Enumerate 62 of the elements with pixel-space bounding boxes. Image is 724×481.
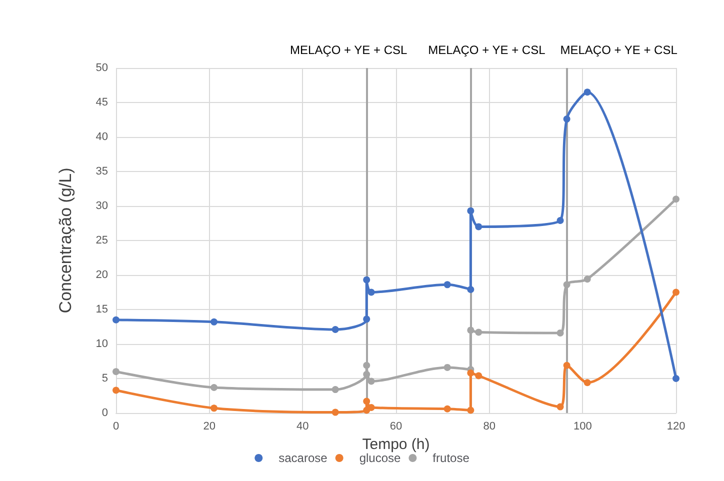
y-tick-label: 0 <box>102 407 108 419</box>
ref-line-label: MELAÇO + YE + CSL <box>290 43 408 57</box>
point <box>475 372 482 380</box>
point <box>672 288 680 296</box>
point <box>556 403 564 410</box>
y-axis-title: Concentração (g/L) <box>56 168 75 314</box>
point <box>363 398 370 405</box>
y-tick-label: 5 <box>102 372 108 384</box>
x-tick-label: 0 <box>112 420 120 432</box>
point <box>444 281 451 288</box>
point <box>563 362 570 369</box>
point <box>556 216 564 224</box>
point <box>368 404 375 411</box>
y-tick-label: 25 <box>96 234 108 246</box>
y-tick-label: 40 <box>96 131 108 143</box>
point <box>444 405 451 412</box>
x-tick-label: 80 <box>483 420 496 432</box>
point <box>112 316 120 324</box>
point <box>475 328 482 336</box>
point <box>672 196 680 203</box>
point <box>444 364 451 371</box>
y-tick-label: 15 <box>96 304 108 316</box>
point <box>363 316 370 323</box>
x-tick-label: 120 <box>666 420 686 432</box>
point <box>210 318 218 326</box>
point <box>112 368 120 376</box>
point <box>563 116 570 123</box>
legend-label: glucose <box>359 451 402 465</box>
point <box>112 386 120 394</box>
point <box>467 369 474 376</box>
point <box>584 379 591 386</box>
point <box>332 386 339 394</box>
y-tick-label: 50 <box>96 62 108 74</box>
ref-line-label: MELAÇO + YE + CSL <box>560 43 678 57</box>
point <box>467 406 474 414</box>
point <box>467 207 474 214</box>
y-tick-label: 30 <box>96 200 108 212</box>
point <box>584 88 591 96</box>
x-tick-label: 100 <box>573 420 592 432</box>
point <box>363 276 370 284</box>
y-tick-label: 45 <box>96 96 108 108</box>
point <box>584 276 591 283</box>
point <box>475 223 482 230</box>
point <box>332 408 339 416</box>
legend-label: frutose <box>432 451 470 465</box>
point <box>368 378 375 385</box>
point <box>210 404 218 412</box>
legend-label: sacarose <box>278 451 328 465</box>
point <box>210 384 218 391</box>
point <box>368 288 375 296</box>
point <box>467 286 474 293</box>
point <box>332 326 339 334</box>
y-tick-label: 20 <box>96 269 108 281</box>
x-tick-label: 20 <box>203 420 216 432</box>
x-tick-label: 60 <box>390 420 402 432</box>
x-axis-title: Tempo (h) <box>362 436 430 453</box>
ref-line-label: MELAÇO + YE + CSL <box>428 43 546 57</box>
point <box>672 375 680 382</box>
point <box>556 329 564 336</box>
x-tick-label: 40 <box>296 420 309 432</box>
y-tick-label: 10 <box>96 338 108 350</box>
y-tick-label: 35 <box>96 166 108 178</box>
